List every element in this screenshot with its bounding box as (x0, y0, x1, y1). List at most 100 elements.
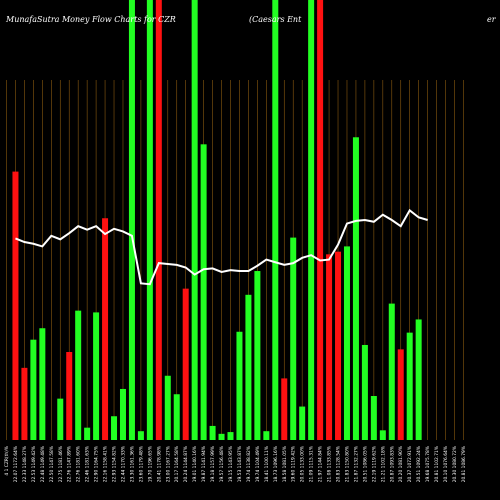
x-tick-label: 21.87 1132.27% (353, 446, 359, 482)
x-tick-label: 22.33 1148.27% (22, 446, 28, 482)
bar (209, 425, 216, 440)
bar (137, 431, 144, 440)
x-tick-label: 22.16 1158.41% (103, 446, 109, 482)
bar (84, 427, 91, 440)
bar (361, 344, 368, 440)
x-tick-label: 19.70 1196.65% (147, 446, 153, 482)
bar (173, 394, 180, 440)
x-tick-label: 21.09 1115.31% (309, 446, 315, 482)
bar (21, 367, 28, 440)
x-tick-label: 20.05 1133.00% (300, 446, 306, 482)
bar (272, 0, 279, 440)
x-tick-label: 22.76 1147.89% (67, 446, 73, 482)
x-tick-label: 23.00 1167.27% (165, 446, 171, 482)
x-tick-labels: 4 1 CZR(th)% 22.07 1172.64% 22.33 1148.27%… (4, 446, 467, 482)
x-tick-label: 18.58 1081.05% (282, 446, 288, 482)
x-tick-label: 19.01 1140.16% (192, 446, 198, 482)
bar (66, 352, 73, 440)
x-tick-label: 22.90 1164.75% (94, 446, 100, 482)
x-tick-label: 20.81 1086.79% (461, 446, 467, 482)
money-flow-line (15, 208, 428, 286)
bar (119, 388, 126, 440)
x-tick-label: 20.20 1081.90% (398, 446, 404, 482)
bar (388, 303, 395, 440)
bar-series (12, 0, 422, 440)
bar (75, 310, 82, 440)
bar (164, 375, 171, 440)
x-tick-label: 23.30 1161.36% (129, 446, 135, 482)
bar (379, 430, 386, 440)
bar (182, 288, 189, 440)
x-tick-label: 22.93 1154.82% (112, 446, 118, 482)
x-tick-label: 21.83 1150.80% (344, 446, 350, 482)
bar (200, 144, 207, 440)
x-tick-label: 19.57 1156.48% (219, 446, 225, 482)
x-tick-label: 19.60 1119.42% (291, 446, 297, 482)
x-tick-label: 23.60 1179.48% (138, 446, 144, 482)
x-tick-label: 20.81 1102.71% (434, 446, 440, 482)
bar (146, 0, 153, 440)
bar (290, 237, 297, 440)
x-tick-label: 22.44 1170.33% (120, 446, 126, 482)
x-tick-label: 19.68 1075.78% (425, 446, 431, 482)
bar (227, 432, 234, 440)
x-tick-label: 20.10 1076.64% (443, 446, 449, 482)
bar (57, 398, 64, 440)
bar (406, 332, 413, 440)
bar (12, 171, 19, 440)
x-tick-label: 20.24 1144.87% (183, 446, 189, 482)
bar (352, 137, 359, 440)
bar (397, 349, 404, 440)
bar (263, 431, 270, 440)
bar (102, 218, 109, 440)
x-tick-label: 19.18 1157.99% (210, 446, 216, 482)
bar (30, 339, 37, 440)
x-tick-label: 21.21 1102.18% (380, 446, 386, 482)
bar (191, 0, 198, 440)
x-tick-label: 21.97 1144.84% (318, 446, 324, 482)
x-tick-label: 19.87 1141.94% (201, 446, 207, 482)
chart-title-tail: er (487, 15, 497, 24)
x-tick-label: 20.30 1080.72% (452, 446, 458, 482)
bar (317, 0, 324, 440)
x-tick-label: 21.08 1133.85% (327, 446, 333, 482)
chart-title: MunafaSutra Money Flow Charts for CZR (5, 15, 176, 24)
x-tick-label: 22.48 1149.48% (40, 446, 46, 482)
x-tick-label: 4 1 CZR(th)% (4, 446, 10, 476)
x-tick-label: 19.74 1138.82% (246, 446, 252, 482)
x-tick-label: 19.15 1143.95% (228, 446, 234, 482)
x-tick-label: 20.83 1128.54% (336, 446, 342, 482)
bar (254, 271, 261, 440)
x-tick-label: 22.53 1149.42% (31, 446, 37, 482)
bar (370, 396, 377, 440)
bar (236, 331, 243, 440)
x-tick-label: 18.41 1100.11% (264, 446, 270, 482)
x-tick-label: 22.19 1119.62% (371, 446, 377, 482)
x-tick-label: 20.51 1086.05% (362, 446, 368, 482)
bar (39, 328, 46, 440)
x-tick-label: 22.50 1147.58% (49, 446, 55, 482)
bar (343, 246, 350, 440)
bar (281, 378, 288, 440)
x-tick-label: 22.76 1181.60% (76, 446, 82, 482)
bar (335, 251, 342, 440)
x-tick-label: 20.41 1178.98% (156, 446, 162, 482)
bar (415, 319, 422, 440)
x-tick-label: 18.73 1096.16% (273, 446, 279, 482)
x-tick-label: 22.46 1181.63% (85, 446, 91, 482)
chart-title-company: (Caesars Ent (249, 15, 302, 24)
x-tick-label: 22.75 1181.46% (58, 446, 64, 482)
x-tick-label: 19.53 1143.87% (237, 446, 243, 482)
bar (308, 0, 315, 440)
bar (128, 0, 135, 440)
x-tick-label: 20.51 1092.24% (416, 446, 422, 482)
x-tick-label: 19.74 1104.49% (255, 446, 261, 482)
bar (326, 254, 333, 440)
bar (155, 0, 162, 440)
x-tick-label: 22.07 1172.64% (13, 446, 19, 482)
x-tick-label: 20.87 1093.83% (389, 446, 395, 482)
bar (218, 433, 225, 440)
bar (111, 416, 118, 440)
x-tick-label: 20.17 1164.58% (174, 446, 180, 482)
